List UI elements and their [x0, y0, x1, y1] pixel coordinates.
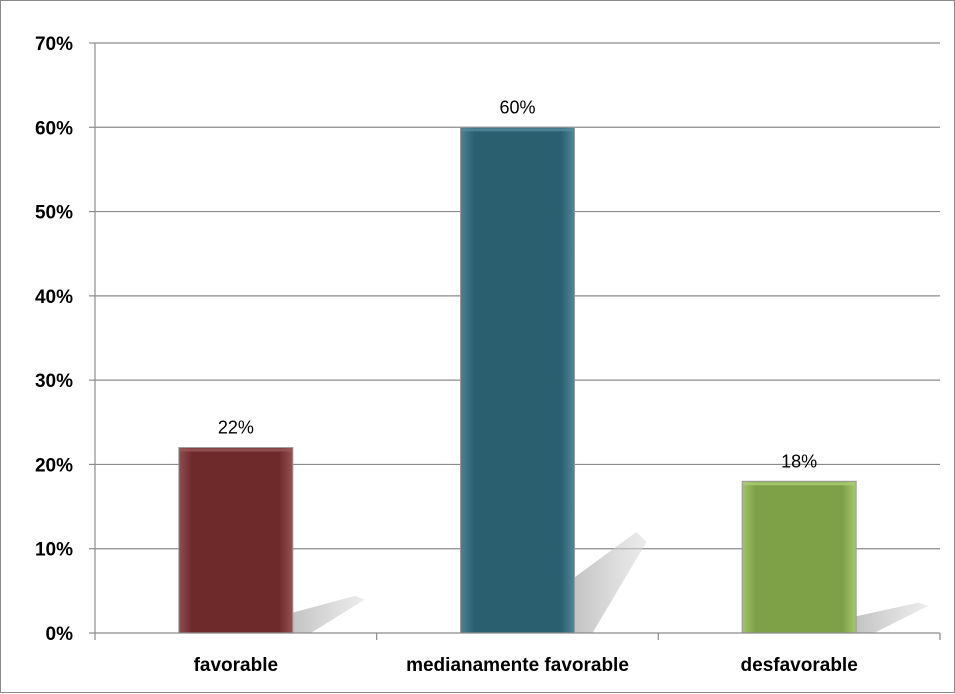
bars — [178, 126, 857, 634]
bar-desfavorable — [741, 480, 857, 634]
labels: 0% 10% 20% 30% 40% 50% 60% 70% 22% favorable 60% me… — [35, 34, 858, 676]
bar-bevel — [461, 128, 574, 132]
data-label: 18% — [781, 451, 817, 471]
y-tick-label: 50% — [35, 203, 73, 224]
y-tick-label: 30% — [35, 371, 73, 392]
y-tick-label: 20% — [35, 455, 73, 476]
bar-bevel — [743, 482, 856, 486]
x-category-label: medianamente favorable — [406, 655, 629, 676]
bar-medianamente-favorable — [460, 126, 575, 634]
y-tick-label: 40% — [35, 287, 73, 308]
bar-favorable — [178, 447, 294, 634]
bar-shadow — [574, 531, 647, 633]
bar-shadows — [292, 531, 929, 633]
data-label: 60% — [499, 97, 535, 117]
y-tick-label: 0% — [46, 624, 74, 645]
bar-bevel — [179, 448, 292, 452]
y-tick-label: 10% — [35, 540, 73, 561]
x-category-label: desfavorable — [741, 655, 858, 676]
data-label: 22% — [218, 418, 254, 438]
x-category-label: favorable — [194, 655, 278, 676]
y-tick-label: 60% — [35, 118, 73, 139]
axes — [89, 42, 941, 640]
bar-shadow — [856, 602, 929, 633]
y-tick-label: 70% — [35, 34, 73, 55]
bar-shadow — [292, 595, 365, 633]
